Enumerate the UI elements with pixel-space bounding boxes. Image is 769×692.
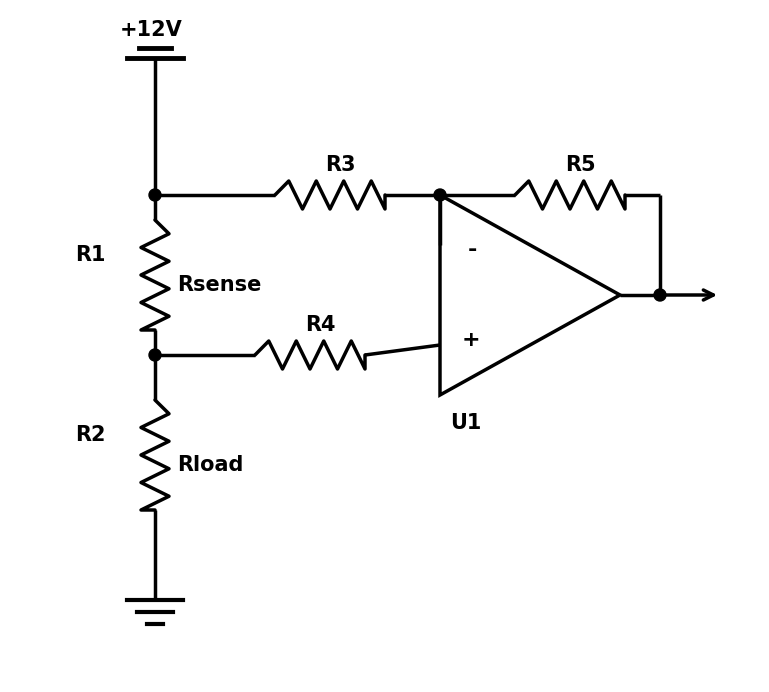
- Circle shape: [654, 289, 666, 301]
- Text: U1: U1: [450, 413, 481, 433]
- Text: R2: R2: [75, 425, 105, 445]
- Text: R4: R4: [305, 315, 335, 335]
- Text: R5: R5: [564, 155, 595, 175]
- Circle shape: [434, 189, 446, 201]
- Text: R3: R3: [325, 155, 355, 175]
- Text: +: +: [462, 330, 481, 350]
- Text: +12V: +12V: [120, 20, 183, 40]
- Text: Rsense: Rsense: [177, 275, 261, 295]
- Text: R1: R1: [75, 245, 105, 265]
- Circle shape: [149, 349, 161, 361]
- Text: Rload: Rload: [177, 455, 243, 475]
- Circle shape: [149, 189, 161, 201]
- Text: -: -: [468, 240, 478, 260]
